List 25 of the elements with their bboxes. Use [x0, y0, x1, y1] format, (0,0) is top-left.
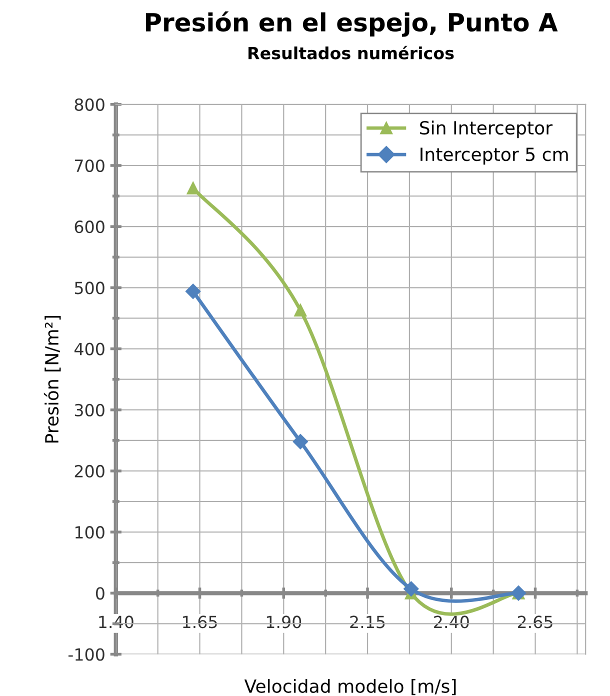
- y-tick-label: 200: [74, 464, 104, 478]
- legend-label: Sin Interceptor: [420, 120, 553, 138]
- y-tick-label: 500: [74, 282, 104, 294]
- point: [404, 581, 419, 596]
- x-tick-label: 1.90: [266, 616, 302, 628]
- y-tick-label: 700: [75, 159, 104, 172]
- point: [186, 182, 200, 194]
- chart-title: Presión en el espejo, Punto A: [146, 11, 558, 37]
- y-tick-label: 100: [76, 526, 104, 539]
- x-tick-label: 2.15: [350, 616, 385, 628]
- point: [294, 304, 307, 317]
- point: [292, 434, 308, 450]
- legend-label: Interceptor 5 cm: [420, 148, 568, 165]
- x-tick-label: 2.65: [518, 616, 552, 628]
- point: [185, 284, 201, 299]
- y-tick-label: -100: [68, 648, 104, 661]
- x-axis-title: Velocidad modelo [m/s]: [244, 678, 456, 696]
- y-tick-label: 600: [74, 220, 104, 234]
- y-tick-label: 0: [96, 587, 104, 600]
- x-tick-label: 1.65: [183, 616, 217, 628]
- y-tick-label: 300: [74, 404, 104, 416]
- chart-subtitle: Resultados numéricos: [248, 46, 454, 60]
- y-tick-label: 800: [74, 98, 104, 111]
- y-axis-title: Presión [N/m²]: [44, 316, 61, 442]
- y-tick-label: 400: [74, 342, 104, 356]
